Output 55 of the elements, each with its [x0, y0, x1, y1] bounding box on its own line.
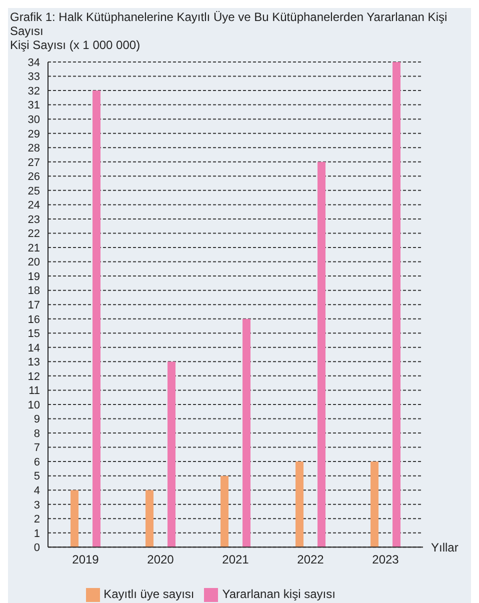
bar [146, 490, 154, 548]
y-tick-label: 33 [28, 71, 40, 84]
bar [220, 476, 228, 548]
y-tick-label: 27 [28, 156, 40, 169]
x-tick-label: 2020 [147, 552, 174, 567]
y-tick-label: 5 [34, 470, 40, 483]
y-tick-label: 26 [28, 171, 40, 184]
y-tick-label: 28 [28, 142, 40, 155]
bar [92, 90, 100, 548]
x-axis-title: Yıllar [431, 540, 458, 554]
y-tick-label: 10 [28, 399, 40, 412]
x-tick-label: 2019 [72, 552, 100, 567]
x-tick-label: 2021 [222, 552, 250, 567]
y-tick-label: 14 [28, 342, 40, 354]
y-tick-label: 13 [28, 356, 40, 369]
y-tick-label: 18 [28, 285, 40, 298]
y-tick-label: 0 [34, 542, 40, 554]
bar [392, 62, 400, 548]
y-tick-label: 4 [34, 485, 40, 497]
bar [70, 490, 78, 548]
y-tick-label: 21 [28, 242, 40, 254]
y-tick-label: 7 [34, 442, 40, 454]
y-tick-label: 12 [28, 370, 40, 383]
bar [242, 318, 250, 548]
y-tick-label: 32 [28, 85, 40, 98]
bar [370, 462, 378, 548]
legend-label: Yararlanan kişi sayısı [222, 587, 336, 602]
y-tick-label: 16 [28, 314, 40, 326]
x-tick-label: 2022 [297, 552, 324, 567]
bar [168, 362, 176, 548]
y-tick-label: 3 [34, 499, 40, 512]
bar [318, 162, 326, 548]
y-tick-label: 24 [28, 200, 40, 212]
y-tick-label: 17 [28, 299, 40, 312]
y-tick-label: 20 [28, 256, 40, 269]
y-tick-label: 25 [28, 185, 40, 198]
y-tick-label: 29 [28, 128, 40, 140]
y-tick-label: 6 [34, 456, 40, 468]
y-tick-label: 31 [28, 100, 40, 112]
y-tick-label: 34 [28, 56, 40, 69]
legend-label: Kayıtlı üye sayısı [104, 587, 194, 602]
y-tick-label: 9 [34, 414, 40, 426]
y-tick-label: 2 [34, 514, 40, 526]
y-tick-label: 23 [28, 214, 40, 226]
y-tick-label: 19 [28, 270, 40, 283]
y-tick-label: 11 [28, 385, 40, 398]
y-tick-label: 22 [28, 228, 40, 240]
y-tick-label: 8 [34, 428, 40, 440]
y-tick-label: 30 [28, 114, 40, 126]
bar [296, 462, 304, 548]
chart-title: Grafik 1: Halk Kütüphanelerine Kayıtlı Üye ve Bu Kütüphanelerden Yararlanan Kişi Sayısı [9, 9, 448, 38]
y-tick-label: 1 [34, 528, 40, 540]
y-axis-title: Kişi Sayısı (x 1 000 000) [9, 38, 142, 52]
x-tick-label: 2023 [372, 552, 400, 567]
y-tick-label: 15 [28, 328, 40, 340]
